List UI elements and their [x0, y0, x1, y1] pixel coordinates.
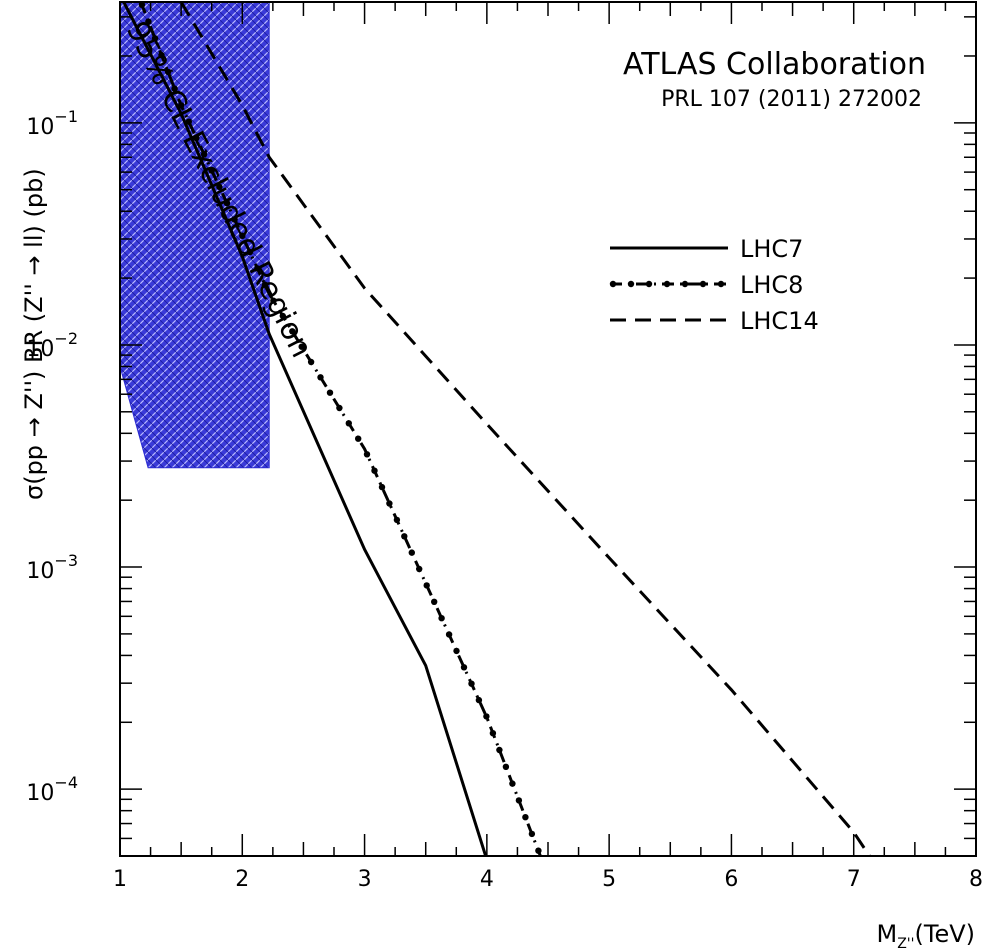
legend-marker-lhc8 [681, 280, 689, 288]
series-marker-lhc8 [445, 631, 453, 638]
series-line-lhc7 [122, 2, 488, 856]
series-marker-lhc8 [453, 647, 460, 655]
series-layer [122, 2, 872, 856]
series-marker-lhc8 [208, 167, 215, 174]
series-marker-lhc8 [345, 420, 352, 427]
y-tick-label: 10−1 [26, 107, 78, 140]
legend-marker-lhc8 [627, 280, 635, 288]
series-marker-lhc8 [371, 467, 378, 474]
series-marker-lhc8 [151, 35, 159, 42]
series-marker-lhc8 [416, 565, 423, 573]
series-marker-lhc8 [223, 200, 231, 207]
series-marker-lhc8 [239, 232, 246, 239]
series-marker-lhc8 [326, 389, 334, 396]
series-marker-lhc8 [378, 483, 386, 491]
series-marker-lhc8 [363, 451, 371, 458]
y-tick-labels: 10−1 10−2 10−3 10−4 [26, 107, 78, 806]
series-marker-lhc8 [336, 404, 343, 412]
series-marker-lhc8 [535, 847, 542, 854]
legend-label-lhc8: LHC8 [740, 271, 803, 299]
series-marker-lhc8 [509, 780, 516, 787]
series-marker-lhc8 [193, 134, 200, 142]
x-axis-title-unit: (TeV) [915, 920, 976, 948]
series-marker-lhc8 [171, 85, 178, 92]
series-marker-lhc8 [138, 2, 146, 8]
series-marker-lhc8 [317, 374, 324, 381]
legend-marker-lhc8 [609, 280, 617, 288]
series-marker-lhc8 [185, 118, 192, 125]
reference-label: PRL 107 (2011) 272002 [661, 87, 922, 112]
series-marker-lhc8 [423, 582, 430, 589]
series-marker-lhc8 [393, 516, 401, 524]
x-tick-label: 6 [724, 867, 738, 892]
ticks-layer [119, 2, 977, 857]
series-marker-lhc8 [279, 312, 286, 320]
series-line-lhc14 [179, 2, 872, 856]
series-marker-lhc8 [200, 151, 208, 158]
legend-marker-lhc8 [645, 280, 653, 288]
series-marker-lhc8 [401, 533, 408, 540]
series-marker-lhc8 [475, 696, 483, 704]
series-marker-lhc8 [307, 358, 315, 366]
legend-label-lhc7: LHC7 [740, 235, 803, 263]
series-marker-lhc8 [408, 549, 415, 556]
series-marker-lhc8 [355, 435, 362, 442]
y-axis-title: σ(pp → Z'') BR (Z'' → ll) (pb) [20, 168, 48, 500]
x-tick-label: 5 [602, 867, 616, 892]
series-marker-lhc8 [502, 763, 510, 770]
excluded-region [120, 2, 270, 469]
series-marker-lhc8 [489, 730, 497, 737]
y-tick-label: 10−3 [26, 551, 78, 584]
series-marker-lhc8 [261, 281, 269, 288]
x-tick-label: 7 [847, 867, 861, 892]
series-marker-lhc8 [528, 830, 536, 838]
legend-marker-lhc8 [663, 280, 671, 288]
y-tick-label: 10−4 [26, 773, 78, 806]
legend-label-lhc14: LHC14 [740, 307, 819, 335]
series-marker-lhc8 [158, 51, 165, 59]
x-axis-title-main: M [876, 920, 897, 948]
series-marker-lhc8 [515, 797, 523, 804]
series-marker-lhc8 [431, 598, 438, 605]
series-marker-lhc8 [254, 265, 261, 272]
series-marker-lhc8 [145, 18, 152, 25]
series-marker-lhc8 [386, 500, 393, 507]
x-tick-label: 2 [235, 867, 249, 892]
x-axis-title: MZ''(TeV) [876, 920, 975, 951]
series-marker-lhc8 [496, 746, 503, 754]
series-marker-lhc8 [468, 680, 475, 687]
legend-marker-lhc8 [717, 280, 725, 288]
series-marker-lhc8 [177, 102, 185, 109]
legend: LHC7 LHC8 LHC14 [609, 235, 819, 335]
series-marker-lhc8 [289, 328, 296, 335]
collaboration-label: ATLAS Collaboration [623, 47, 926, 82]
legend-marker-lhc8 [699, 280, 707, 288]
series-marker-lhc8 [164, 68, 172, 76]
y-tick-label: 10−2 [26, 329, 78, 362]
x-tick-label: 3 [358, 867, 372, 892]
x-tick-label: 1 [113, 867, 127, 892]
series-marker-lhc8 [483, 713, 490, 720]
series-marker-lhc8 [216, 183, 223, 191]
x-tick-label: 4 [480, 867, 494, 892]
x-tick-labels: 1 2 3 4 5 6 7 8 [113, 867, 983, 892]
series-marker-lhc8 [231, 216, 238, 223]
x-axis-title-sub: Z'' [897, 936, 914, 951]
series-marker-lhc8 [298, 343, 305, 350]
series-marker-lhc8 [438, 615, 445, 622]
excluded-region-layer [120, 2, 270, 469]
x-tick-label: 8 [969, 867, 983, 892]
series-marker-lhc8 [270, 297, 277, 304]
series-marker-lhc8 [246, 248, 254, 256]
series-marker-lhc8 [522, 814, 529, 821]
series-marker-lhc8 [460, 664, 468, 671]
